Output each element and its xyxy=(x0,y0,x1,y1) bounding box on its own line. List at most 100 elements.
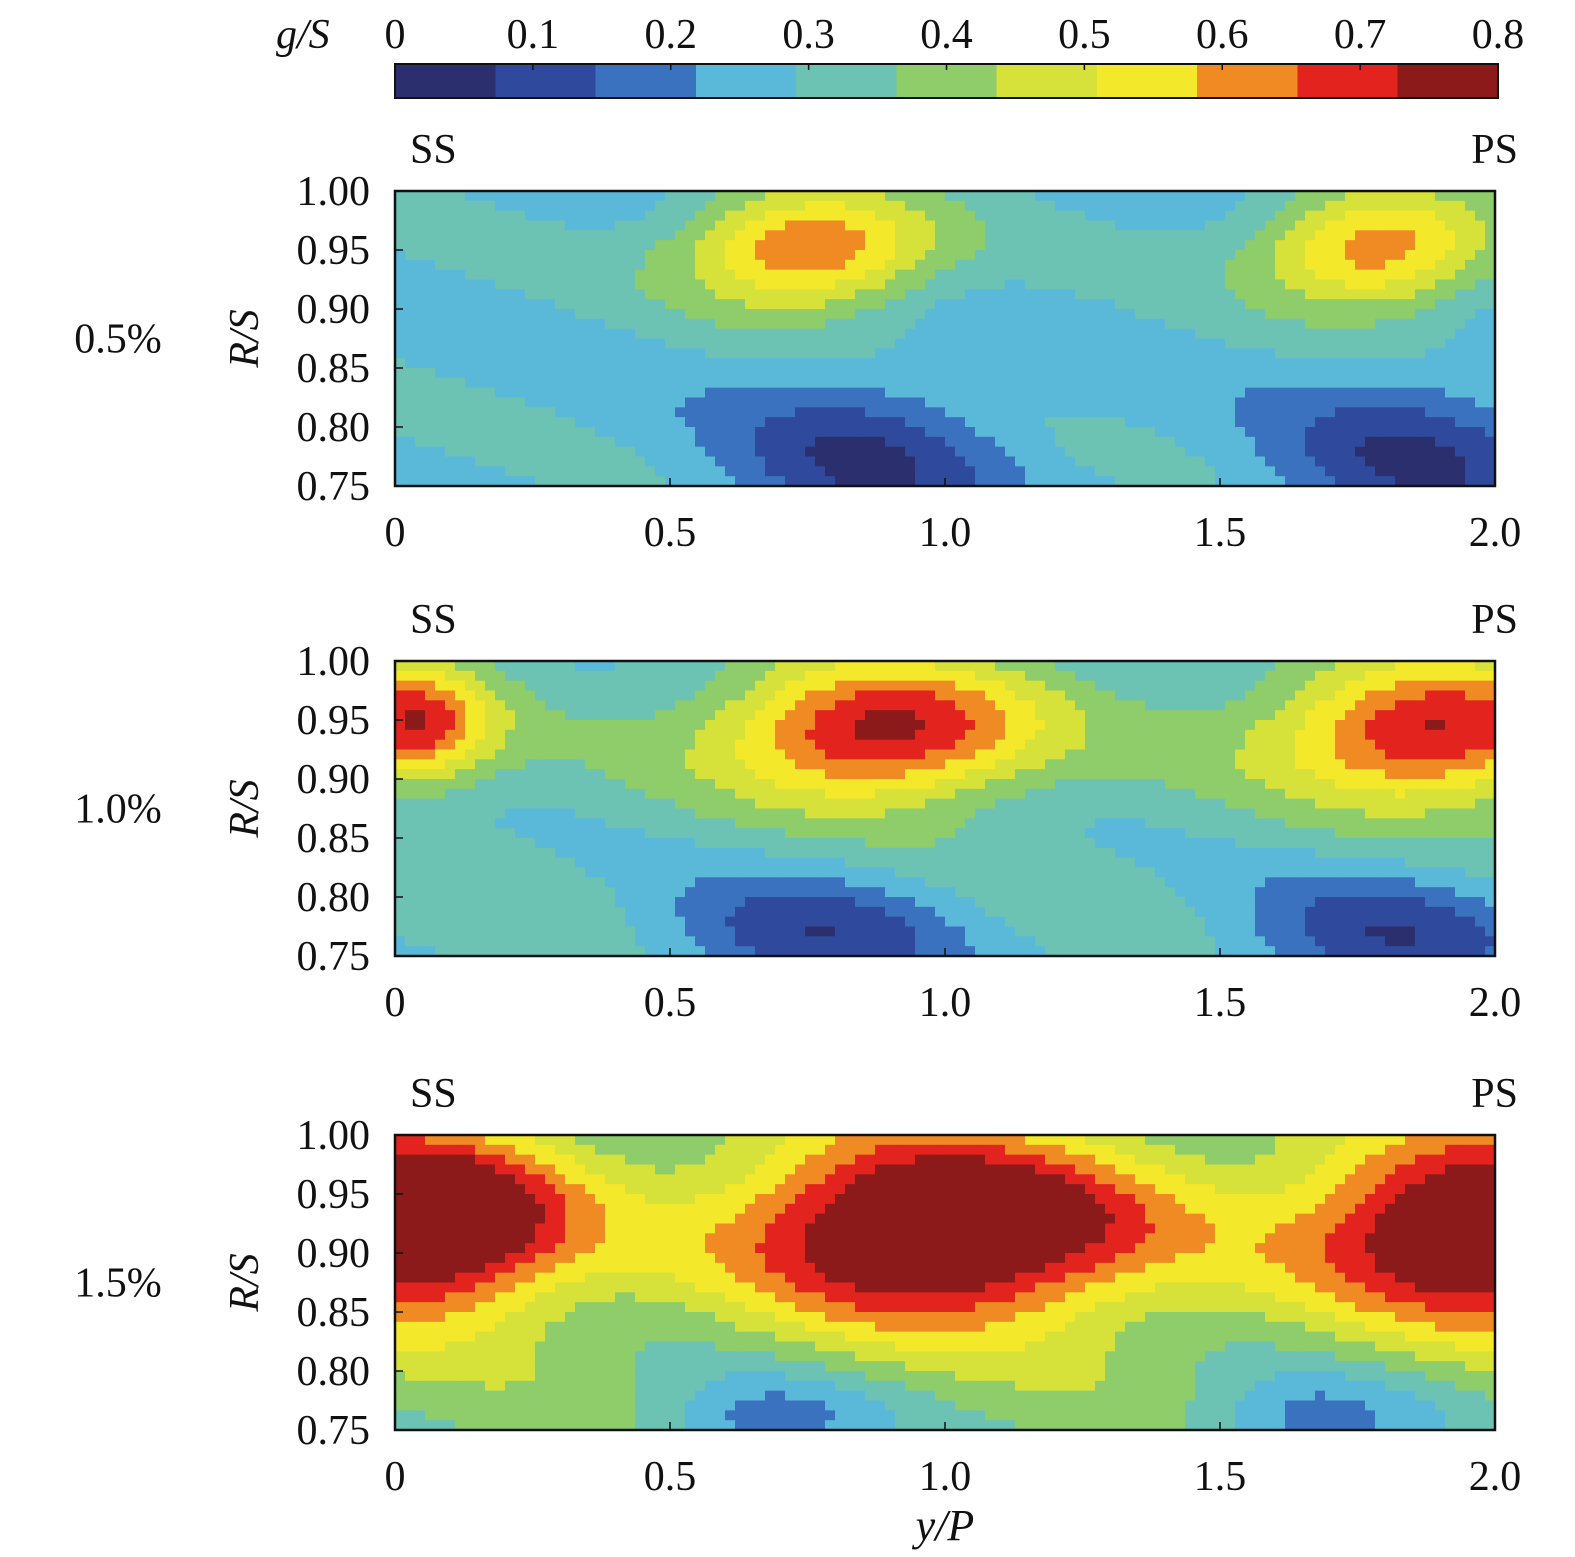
heatmap-cell xyxy=(885,250,896,261)
heatmap-cell xyxy=(955,368,966,379)
heatmap-cell xyxy=(1255,417,1266,428)
heatmap-cell xyxy=(655,397,666,408)
heatmap-cell xyxy=(665,309,676,320)
heatmap-cell xyxy=(745,788,756,800)
heatmap-cell xyxy=(505,759,516,770)
heatmap-cell xyxy=(505,720,516,731)
heatmap-cell xyxy=(1155,387,1166,399)
heatmap-cell xyxy=(745,338,756,349)
heatmap-cell xyxy=(1325,729,1336,741)
heatmap-cell xyxy=(905,200,916,212)
heatmap-cell xyxy=(1255,729,1266,741)
heatmap-cell xyxy=(1165,700,1176,711)
heatmap-cell xyxy=(1085,700,1096,711)
heatmap-cell xyxy=(955,210,966,222)
heatmap-cell xyxy=(495,749,506,760)
heatmap-cell xyxy=(1455,318,1466,330)
heatmap-cell xyxy=(665,680,676,692)
heatmap-cell xyxy=(1425,299,1436,310)
heatmap-cell xyxy=(525,466,536,477)
heatmap-cell xyxy=(1265,200,1276,212)
heatmap-cell xyxy=(995,417,1006,428)
heatmap-cell xyxy=(645,739,656,751)
heatmap-cell xyxy=(765,769,776,780)
heatmap-cell xyxy=(1175,798,1186,810)
heatmap-cell xyxy=(1385,690,1396,701)
heatmap-cell xyxy=(935,456,946,467)
heatmap-cell xyxy=(645,466,656,477)
heatmap-cell xyxy=(1195,358,1206,369)
heatmap-cell xyxy=(715,407,726,418)
heatmap-cell xyxy=(725,720,736,731)
heatmap-cell xyxy=(1065,680,1076,692)
heatmap-cell xyxy=(855,309,866,320)
heatmap-cell xyxy=(1005,680,1016,692)
heatmap-cell xyxy=(615,220,626,231)
heatmap-cell xyxy=(915,377,926,389)
heatmap-cell xyxy=(885,368,896,379)
heatmap-cell xyxy=(995,427,1006,438)
heatmap-cell xyxy=(1005,289,1016,300)
heatmap-cell xyxy=(845,769,856,780)
heatmap-cell xyxy=(425,338,436,349)
heatmap-cell xyxy=(945,377,956,389)
heatmap-cell xyxy=(1345,259,1356,271)
heatmap-cell xyxy=(1095,191,1106,202)
heatmap-cell xyxy=(505,446,516,458)
heatmap-cell xyxy=(1485,191,1495,202)
heatmap-cell xyxy=(895,338,906,349)
heatmap-cell xyxy=(1275,368,1286,379)
heatmap-cell xyxy=(665,358,676,369)
heatmap-cell xyxy=(1255,299,1266,310)
heatmap-cell xyxy=(625,700,636,711)
heatmap-cell xyxy=(1065,436,1076,448)
heatmap-cell xyxy=(425,240,436,251)
heatmap-cell xyxy=(1385,779,1396,790)
heatmap-cell xyxy=(1275,720,1286,731)
heatmap-cell xyxy=(755,269,766,281)
heatmap-cell xyxy=(1005,661,1016,672)
heatmap-cell xyxy=(435,309,446,320)
heatmap-cell xyxy=(735,338,746,349)
heatmap-cell xyxy=(405,798,416,810)
heatmap-cell xyxy=(465,720,476,731)
heatmap-cell xyxy=(1285,788,1296,800)
heatmap-cell xyxy=(815,720,826,731)
heatmap-cell xyxy=(1135,368,1146,379)
heatmap-cell xyxy=(845,358,856,369)
heatmap-cell xyxy=(735,348,746,359)
heatmap-cell xyxy=(1395,680,1406,692)
heatmap-cell xyxy=(1405,348,1416,359)
heatmap-cell xyxy=(465,710,476,721)
heatmap-cell xyxy=(745,200,756,212)
heatmap-cell xyxy=(1025,661,1036,672)
heatmap-cell xyxy=(1065,318,1076,330)
heatmap-cell xyxy=(825,466,836,477)
heatmap-cell xyxy=(1265,269,1276,281)
heatmap-cell xyxy=(1365,670,1376,682)
heatmap-cell xyxy=(545,318,556,330)
heatmap-cell xyxy=(1405,788,1416,800)
heatmap-cell xyxy=(1235,377,1246,389)
heatmap-cell xyxy=(515,299,526,310)
heatmap-cell xyxy=(1365,299,1376,310)
heatmap-cell xyxy=(1145,318,1156,330)
heatmap-cell xyxy=(855,387,866,399)
heatmap-cell xyxy=(605,358,616,369)
heatmap-cell xyxy=(1475,377,1486,389)
heatmap-cell xyxy=(625,720,636,731)
heatmap-cell xyxy=(1025,710,1036,721)
heatmap-cell xyxy=(625,210,636,222)
heatmap-cell xyxy=(535,289,546,300)
heatmap-cell xyxy=(435,358,446,369)
heatmap-cell xyxy=(895,368,906,379)
heatmap-cell xyxy=(1065,798,1076,810)
heatmap-cell xyxy=(1175,670,1186,682)
heatmap-cell xyxy=(815,328,826,340)
heatmap-cell xyxy=(1105,427,1116,438)
heatmap-cell xyxy=(495,769,506,780)
heatmap-cell xyxy=(975,661,986,672)
heatmap-cell xyxy=(1125,466,1136,477)
heatmap-cell xyxy=(1305,456,1316,467)
heatmap-cell xyxy=(395,720,406,731)
